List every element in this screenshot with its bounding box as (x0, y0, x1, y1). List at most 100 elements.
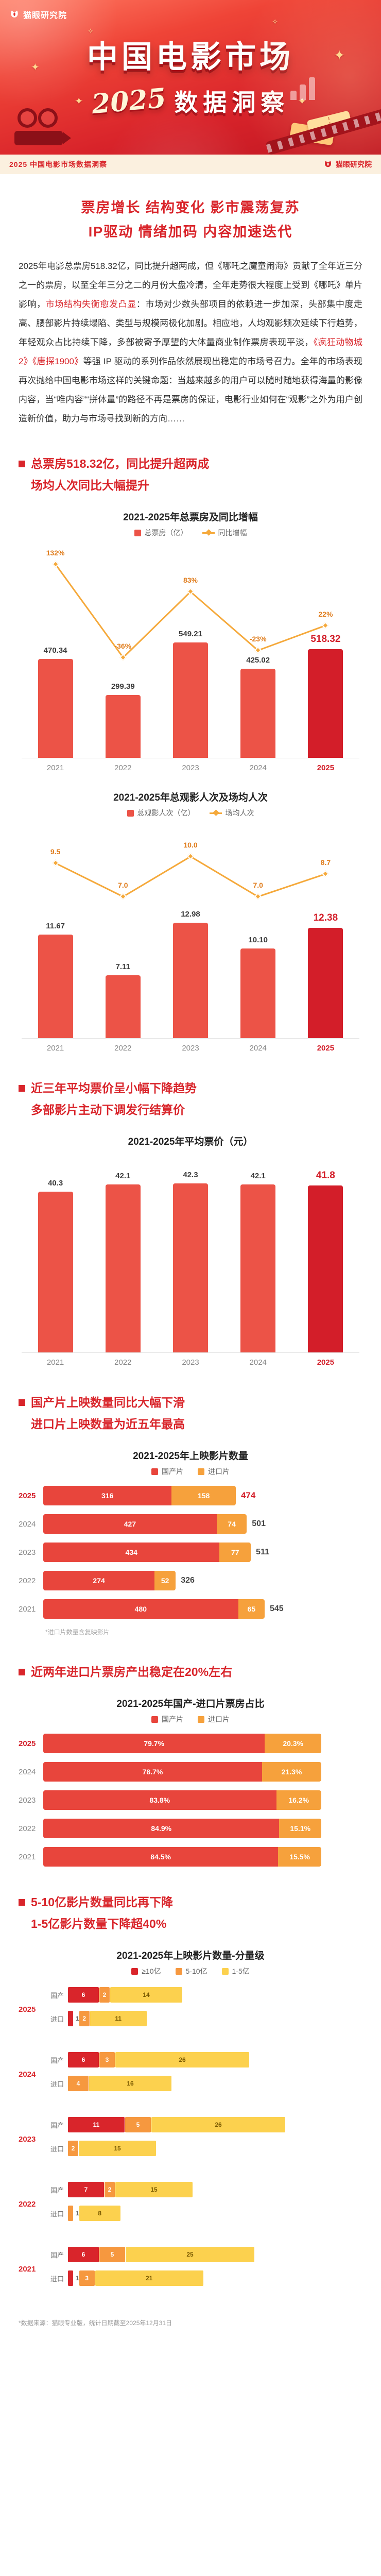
intro-text: 等强 IP 驱动的系列作品依然展现出稳定的市场号召力。全年的市场表现再次抛给中国… (19, 357, 362, 423)
bar-value: 42.1 (250, 1171, 266, 1180)
bar (105, 1184, 141, 1353)
chart-note: *进口片数量含复映影片 (45, 1629, 110, 1636)
banner-title: 中国电影市场 (87, 40, 294, 74)
line-value: 9.5 (50, 848, 61, 856)
legend-swatch (175, 1968, 182, 1975)
bar-value: 7.11 (115, 962, 130, 971)
doodle-bar (290, 91, 297, 100)
topbar: 2025 中国电影市场数据洞察 猫眼研究院 (0, 155, 381, 174)
legend-swatch (127, 809, 134, 817)
bar (173, 923, 208, 1039)
chart-films-released: 国产片 进口片 2025 316 158 474 2024 427 74 501 2023 434 77… (19, 1466, 362, 1636)
legend-swatch (131, 1968, 138, 1975)
bar-value: 299.39 (111, 682, 135, 691)
chart-box-office-share: 国产片 进口片 2025 79.7% 20.3% 2024 78.7% 21.3% 2023 83… (19, 1714, 362, 1867)
legend-swatch (151, 1716, 158, 1723)
row-total: 511 (256, 1548, 269, 1556)
legend-label: 场均人次 (225, 809, 254, 817)
brand-name: 猫眼研究院 (23, 11, 67, 20)
stacked-bar: 316 158 (43, 1486, 236, 1505)
tier-row-label: 进口 (50, 2145, 64, 2153)
chart-box-office-trend: 总票房（亿） 同比增幅 470.34 299.39 549.21 425.02 518.32… (19, 528, 362, 772)
chart-title: 2021-2025年总票房及同比增幅 (123, 512, 258, 523)
bar (308, 1185, 343, 1353)
topbar-brand: 猫眼研究院 (323, 159, 372, 170)
tier-year-label: 2022 (19, 2199, 36, 2209)
tier-segment: 21 (95, 2270, 203, 2286)
line-value: -36% (114, 642, 132, 651)
x-axis-label: 2021 (46, 1044, 64, 1053)
legend-item: 同比增幅 (202, 528, 247, 538)
intro-highlight: 市场结构失衡愈发凸显 (45, 299, 136, 309)
legend-swatch (198, 1468, 204, 1475)
data-source-note: *数据来源：猫眼专业版，统计日期截至2025年12月31日 (19, 2319, 172, 2327)
bar-segment: 20.3% (265, 1734, 321, 1753)
bar-segment: 480 (43, 1599, 238, 1619)
tier-row-label: 国产 (50, 1991, 64, 1999)
tier-row-label: 国产 (50, 2251, 64, 2259)
tier-segment: 5 (99, 2247, 125, 2262)
bar-segment: 79.7% (43, 1734, 265, 1753)
star-icon: ✧ (272, 18, 278, 26)
legend-label: 进口片 (208, 1715, 230, 1723)
tier-segment: 6 (68, 2052, 99, 2067)
legend-swatch (134, 529, 141, 536)
bar-segment: 78.7% (43, 1762, 262, 1782)
tier-row-label: 国产 (50, 2121, 64, 2129)
x-axis-label: 2024 (249, 1044, 267, 1053)
star-icon: ✦ (334, 47, 345, 63)
tier-row: 国产 6 3 26 (43, 2050, 362, 2069)
bar (105, 975, 141, 1039)
bar (240, 1184, 276, 1353)
main-content: 票房增长 结构变化 影市震荡复苏 IP驱动 情绪加码 内容加速迭代 2025年电… (0, 174, 381, 2351)
line-marker-icon (322, 621, 330, 629)
tier-segment: 2 (68, 2141, 78, 2156)
section-heading-line2: 场均人次同比大幅提升 (31, 479, 149, 492)
x-axis-label: 2024 (249, 1358, 267, 1367)
bar (38, 934, 73, 1039)
section-heading-line1: 近两年进口片票房产出稳定在20%左右 (31, 1665, 233, 1679)
bar-segment: 15.1% (279, 1819, 321, 1838)
section-heading-import-share: 近两年进口片票房产出稳定在20%左右 (19, 1661, 362, 1683)
maoyan-logo-icon (11, 10, 18, 18)
tier-row-label: 进口 (50, 2210, 64, 2218)
tier-row-label: 进口 (50, 2015, 64, 2023)
tier-bar: 6 3 26 (68, 2052, 250, 2067)
x-axis-label: 2024 (249, 764, 267, 772)
section-heading-film-count: 国产片上映数量同比大幅下滑 进口片上映数量为近五年最高 (19, 1392, 362, 1435)
percent-row: 2021 84.5% 15.5% (19, 1847, 362, 1867)
tier-rows: 国产 6 2 14 进口 1 2 11 (43, 1986, 362, 2033)
legend-label: 1-5亿 (232, 1967, 250, 1975)
chart-plot: 40.3 42.1 42.3 42.1 41.8 (22, 1152, 359, 1353)
chart-legend: ≥10亿 5-10亿 1-5亿 (19, 1966, 362, 1976)
headline-line2: IP驱动 情绪加码 内容加速迭代 (88, 224, 293, 240)
tier-segment: 15 (79, 2141, 156, 2156)
percent-bar: 84.9% 15.1% (43, 1819, 321, 1838)
chart-plot: 11.67 7.11 12.98 10.10 12.38 9.5 7.0 10.0 7.0 8.7 (22, 827, 359, 1039)
tier-row: 国产 6 5 25 (43, 2245, 362, 2264)
bar (173, 1183, 208, 1353)
stacked-row: 2021 480 65 545 (19, 1599, 362, 1619)
tier-year-label: 2025 (19, 2005, 36, 2014)
legend-label: ≥10亿 (142, 1967, 161, 1975)
section-heading-line1: 国产片上映数量同比大幅下滑 (31, 1396, 185, 1409)
percent-bar: 84.5% 15.5% (43, 1847, 321, 1867)
bullet-square-icon (19, 461, 25, 467)
intro-paragraph: 2025年电影总票房518.32亿，同比提升超两成，但《哪吒之魔童闹海》贡献了全… (19, 257, 362, 428)
bar-value: 11.67 (46, 921, 65, 930)
intro-text: ：市场对少数头部项目的依赖进一步加深，头部集中度走高、腰部影片持续塌陷、类型与规… (19, 299, 363, 347)
row-total: 501 (252, 1519, 266, 1528)
legend-label: 国产片 (162, 1467, 183, 1476)
legend-item: 国产片 (151, 1714, 183, 1724)
stacked-bar: 434 77 (43, 1543, 251, 1562)
stacked-row: 2023 434 77 511 (19, 1543, 362, 1562)
tier-year-label: 2024 (19, 2070, 36, 2079)
tier-segment: 2 (79, 2011, 90, 2026)
brand-logo: 猫眼研究院 (9, 8, 67, 21)
tier-year-label: 2021 (19, 2264, 36, 2274)
legend-swatch (198, 1716, 204, 1723)
x-axis-label: 2021 (46, 764, 64, 772)
legend-label: 总观影人次（亿） (137, 809, 195, 817)
tier-year-group: 2021 国产 6 5 25 进口 1 3 21 (19, 2245, 362, 2293)
